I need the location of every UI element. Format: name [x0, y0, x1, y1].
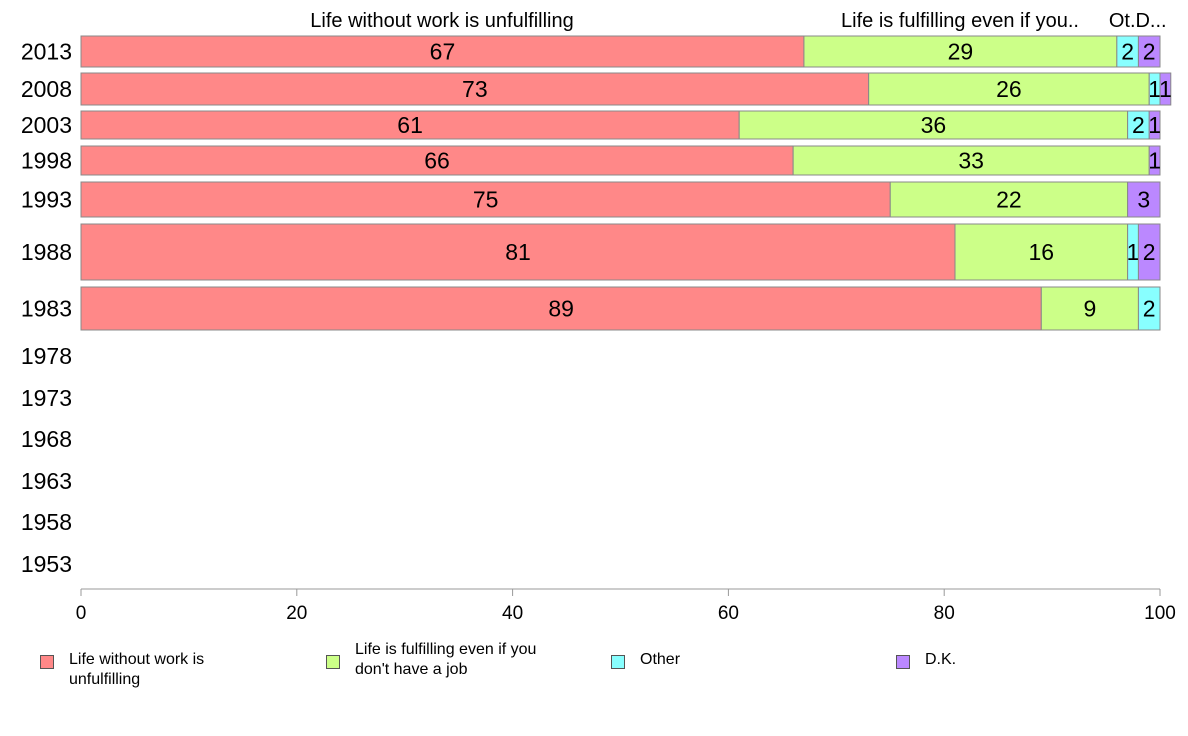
bar-segment — [1148, 145, 1161, 176]
bar-value-label: 3 — [1137, 187, 1150, 213]
y-tick-label: 1963 — [21, 468, 72, 494]
x-tick-label: 100 — [1144, 603, 1176, 624]
bar-value-label: 33 — [958, 148, 984, 174]
legend-label: Life is fulfilling even if you don't hav… — [355, 641, 537, 678]
legend-item-other: Other — [611, 650, 680, 670]
bar-value-label: 2 — [1143, 296, 1156, 322]
series-header: Life is fulfilling even if you.. — [841, 10, 1079, 32]
y-tick-label: 1958 — [21, 509, 72, 535]
legend-item-unfulfilling: Life without work is unfulfilling — [40, 650, 259, 690]
legend: Life without work is unfulfilling Life i… — [0, 638, 1188, 688]
bar-value-label: 2 — [1121, 39, 1134, 65]
bar-value-label: 9 — [1083, 296, 1096, 322]
series-header: Life without work is unfulfilling — [310, 10, 573, 32]
bar-value-label: 73 — [462, 76, 488, 102]
bar-value-label: 2 — [1132, 112, 1145, 138]
bar-segment — [1127, 181, 1161, 218]
bar-segment — [889, 181, 1129, 218]
bar-segment — [1137, 286, 1161, 331]
bar-value-label: 1 — [1127, 239, 1140, 265]
legend-swatch — [40, 655, 54, 669]
bar-value-label: 2 — [1143, 39, 1156, 65]
legend-item-dk: D.K. — [896, 650, 956, 670]
x-tick-label: 60 — [718, 603, 739, 624]
bar-value-label: 16 — [1029, 239, 1055, 265]
bar-value-label: 1 — [1148, 148, 1161, 174]
x-tick-label: 20 — [286, 603, 307, 624]
bar-value-label: 66 — [424, 148, 450, 174]
y-tick-label: 1968 — [21, 426, 72, 452]
bar-segment — [80, 72, 870, 106]
bar-value-label: 89 — [548, 296, 574, 322]
bar-value-label: 1 — [1148, 112, 1161, 138]
y-tick-label: 1973 — [21, 385, 72, 411]
bar-value-label: 1 — [1148, 76, 1161, 102]
y-tick-label: 1953 — [21, 551, 72, 577]
x-tick-label: 40 — [502, 603, 523, 624]
bar-value-label: 81 — [505, 239, 531, 265]
bar-segment — [1159, 72, 1172, 106]
legend-label: Other — [640, 651, 681, 668]
bar-segment — [80, 181, 891, 218]
bar-value-label: 29 — [948, 39, 974, 65]
y-tick-label: 1993 — [21, 187, 72, 213]
bar-segment — [803, 35, 1118, 68]
legend-swatch — [896, 655, 910, 669]
bar-segment — [1148, 110, 1161, 140]
bar-value-label: 67 — [430, 39, 456, 65]
bar-value-label: 1 — [1159, 76, 1172, 102]
legend-swatch — [326, 655, 340, 669]
y-tick-label: 2013 — [21, 39, 72, 65]
series-header: Ot.. — [1109, 10, 1141, 32]
legend-label: Life without work is unfulfilling — [69, 651, 205, 688]
bar-value-label: 36 — [921, 112, 947, 138]
bar-value-label: 61 — [397, 112, 423, 138]
bar-value-label: 75 — [473, 187, 499, 213]
legend-label: D.K. — [925, 651, 957, 668]
bar-segment — [868, 72, 1150, 106]
legend-swatch — [611, 655, 625, 669]
bar-value-label: 26 — [996, 76, 1022, 102]
bar-segment — [792, 145, 1150, 176]
series-header: D... — [1135, 10, 1166, 32]
bar-segment — [1040, 286, 1139, 331]
y-tick-label: 2008 — [21, 76, 72, 102]
y-tick-label: 1983 — [21, 296, 72, 322]
y-tick-label: 1998 — [21, 148, 72, 174]
x-tick-label: 0 — [76, 603, 87, 624]
chart: Life without work is unfulfilling Life is… — [21, 10, 1176, 624]
y-tick-label: 1988 — [21, 239, 72, 265]
x-tick-label: 80 — [934, 603, 955, 624]
bar-value-label: 22 — [996, 187, 1022, 213]
y-tick-label: 2003 — [21, 112, 72, 138]
bar-value-label: 2 — [1143, 239, 1156, 265]
bar-segment — [1137, 35, 1161, 68]
y-tick-label: 1978 — [21, 343, 72, 369]
bar-segment — [1137, 223, 1161, 281]
legend-item-fulfilling: Life is fulfilling even if you don't hav… — [326, 640, 545, 680]
